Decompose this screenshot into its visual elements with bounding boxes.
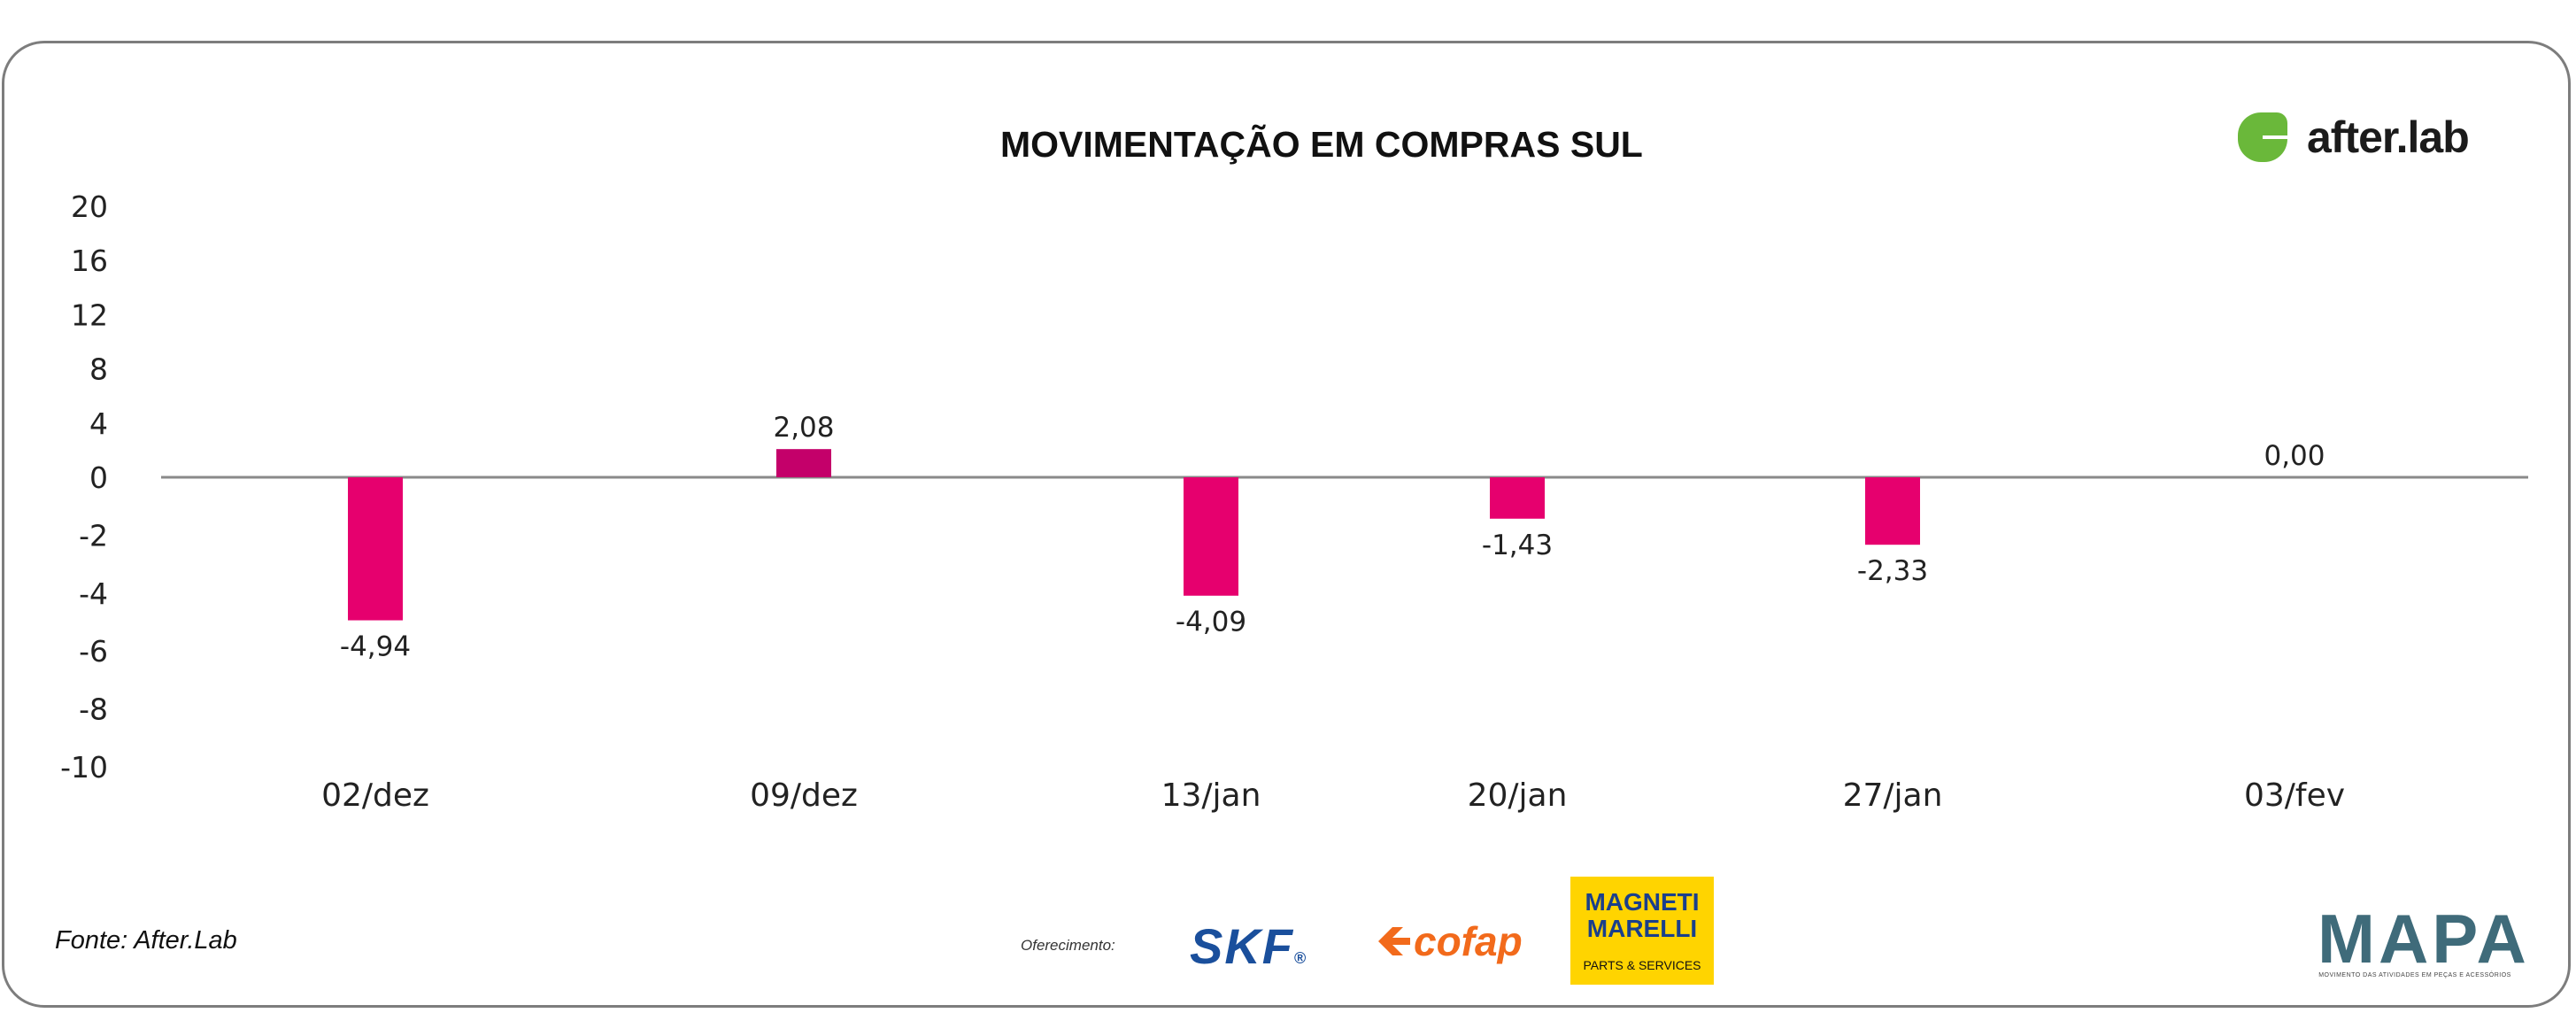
skf-logo-text: SKF — [1190, 918, 1294, 974]
bar-13-jan — [1184, 477, 1238, 596]
magneti-logo-line2: MARELLI — [1586, 915, 1698, 942]
x-tick-label: 20/jan — [1468, 777, 1568, 814]
data-label: -4,09 — [1176, 607, 1246, 638]
x-tick-label: 13/jan — [1161, 777, 1261, 814]
sponsor-label: Oferecimento: — [1021, 937, 1115, 954]
magneti-logo-tagline: PARTS & SERVICES — [1583, 958, 1701, 972]
y-tick-label: 0 — [89, 460, 108, 495]
mapa-logo-tagline: MOVIMENTO DAS ATIVIDADES EM PEÇAS E ACES… — [2318, 972, 2511, 978]
cofap-logo-text: cofap — [1414, 918, 1523, 964]
skf-logo: SKF® — [1190, 917, 1307, 975]
afterlab-logo: after.lab — [2238, 112, 2470, 163]
data-label: 0,00 — [2264, 440, 2325, 472]
source-note: Fonte: After.Lab — [55, 926, 237, 955]
data-label: 2,08 — [773, 412, 834, 444]
bars-group: -4,94 2,08 -4,09 -1,43 -2,33 0,00 — [340, 412, 2325, 662]
x-tick-label: 27/jan — [1843, 777, 1943, 814]
data-label: -1,43 — [1482, 530, 1553, 561]
y-axis-ticks: 20 16 12 8 4 0 -2 -4 -6 -8 -10 — [60, 189, 108, 785]
y-tick-label: 12 — [71, 298, 108, 332]
data-label: -4,94 — [340, 631, 411, 663]
y-tick-label: -8 — [79, 692, 108, 727]
magneti-marelli-logo: MAGNETI MARELLI PARTS & SERVICES — [1570, 877, 1714, 985]
bar-02-dez — [348, 477, 403, 621]
y-tick-label: -6 — [79, 634, 108, 669]
chart-frame — [2, 41, 2571, 1008]
mapa-logo-text: MAPA — [2318, 900, 2530, 978]
y-tick-label: -10 — [60, 750, 108, 785]
y-tick-label: -4 — [79, 576, 108, 611]
y-tick-label: -2 — [79, 518, 108, 553]
afterlab-logo-text: after.lab — [2307, 112, 2470, 162]
x-axis-ticks: 02/dez 09/dez 13/jan 20/jan 27/jan 03/fev — [321, 777, 2345, 814]
mapa-logo: MAPA MOVIMENTO DAS ATIVIDADES EM PEÇAS E… — [2318, 900, 2530, 978]
chart-title: MOVIMENTAÇÃO EM COMPRAS SUL — [1000, 124, 1643, 165]
x-tick-label: 02/dez — [321, 777, 429, 814]
cofap-logo-icon — [1378, 927, 1410, 955]
afterlab-logo-icon — [2238, 112, 2287, 162]
data-label: -2,33 — [1857, 555, 1928, 587]
bar-20-jan — [1490, 477, 1545, 519]
x-tick-label: 09/dez — [750, 777, 858, 814]
y-tick-label: 16 — [71, 244, 108, 278]
bar-27-jan — [1865, 477, 1920, 545]
x-tick-label: 03/fev — [2244, 777, 2345, 814]
bar-09-dez — [776, 449, 831, 477]
y-tick-label: 8 — [89, 352, 108, 387]
magneti-logo-line1: MAGNETI — [1585, 888, 1700, 916]
skf-registered-mark: ® — [1294, 949, 1308, 967]
y-tick-label: 20 — [71, 189, 108, 224]
cofap-logo: cofap — [1375, 917, 1523, 965]
y-tick-label: 4 — [89, 406, 108, 441]
